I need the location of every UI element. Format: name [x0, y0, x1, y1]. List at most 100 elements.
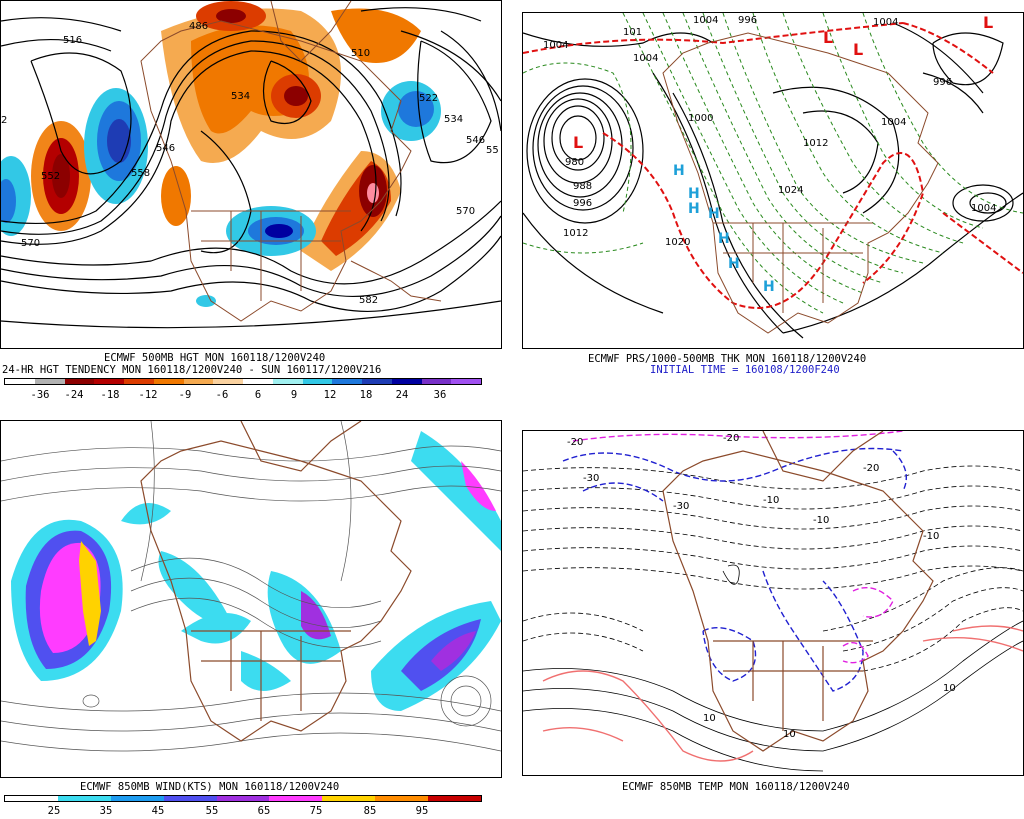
svg-text:980: 980 — [565, 157, 584, 168]
svg-text:570: 570 — [456, 206, 475, 217]
svg-text:1004: 1004 — [873, 17, 898, 28]
contour-labels: 516 510 486 534 522 534 546 55 552 546 5… — [1, 21, 499, 306]
pwind-caption-1: ECMWF 850MB WIND(KTS) MON 160118/1200V24… — [80, 781, 340, 793]
pwind-colorbar — [4, 795, 482, 802]
ptemp-caption-1: ECMWF 850MB TEMP MON 160118/1200V240 — [622, 781, 850, 793]
tick: 75 — [309, 805, 323, 817]
svg-text:1004: 1004 — [971, 203, 996, 214]
svg-text:1004: 1004 — [633, 53, 658, 64]
pressure-labels: 1004 996 1004 101 1004 1004 996 1004 100… — [543, 15, 996, 248]
svg-text:-10: -10 — [813, 515, 829, 526]
p500-caption-2: 24-HR HGT TENDENCY MON 160118/1200V240 -… — [2, 364, 382, 376]
svg-text:L: L — [573, 133, 583, 152]
svg-text:-20: -20 — [723, 433, 739, 444]
tick: 35 — [99, 805, 113, 817]
svg-text:522: 522 — [419, 93, 438, 104]
map-500mb-height[interactable]: 516 510 486 534 522 534 546 55 552 546 5… — [0, 0, 502, 349]
tick: 25 — [47, 805, 61, 817]
tick: 45 — [151, 805, 165, 817]
pprs-caption-1: ECMWF PRS/1000-500MB THK MON 160118/1200… — [588, 353, 867, 365]
height-tendency-fills — [1, 1, 441, 307]
svg-text:H: H — [728, 256, 740, 272]
svg-text:1024: 1024 — [778, 185, 803, 196]
svg-text:L: L — [853, 40, 863, 59]
svg-text:-10: -10 — [923, 531, 939, 542]
panel-pressure-thickness: 1004 996 1004 101 1004 1004 996 1004 100… — [522, 0, 1024, 409]
panel-850mb-wind: ECMWF 850MB WIND(KTS) MON 160118/1200V24… — [0, 420, 512, 819]
svg-text:1004: 1004 — [881, 117, 906, 128]
tick: 9 — [290, 389, 298, 401]
tick: 18 — [359, 389, 373, 401]
svg-text:558: 558 — [131, 168, 150, 179]
streamlines — [1, 421, 501, 752]
tick: -24 — [64, 389, 84, 401]
svg-text:55: 55 — [486, 145, 499, 156]
svg-text:996: 996 — [738, 15, 757, 26]
svg-text:-20: -20 — [567, 437, 583, 448]
coastlines — [140, 1, 442, 322]
panel-500mb-height: 516 510 486 534 522 534 546 55 552 546 5… — [0, 0, 512, 409]
svg-text:510: 510 — [351, 48, 370, 59]
svg-text:L: L — [823, 28, 833, 47]
tick: -6 — [215, 389, 229, 401]
freezing-contour — [562, 447, 907, 692]
low-markers: L L L L — [573, 13, 993, 152]
svg-text:516: 516 — [63, 35, 82, 46]
svg-text:H: H — [718, 231, 730, 247]
svg-text:534: 534 — [444, 114, 463, 125]
svg-text:570: 570 — [21, 238, 40, 249]
temp-labels: -20 -30 -30 -20 -10 -10 -20 -10 10 10 10 — [567, 433, 956, 740]
svg-text:996: 996 — [933, 77, 952, 88]
map-pressure-thickness[interactable]: 1004 996 1004 101 1004 1004 996 1004 100… — [522, 12, 1024, 349]
svg-text:L: L — [983, 13, 993, 32]
height-contours — [1, 7, 501, 329]
wind-speed-fills — [11, 431, 501, 711]
warm-contour — [542, 625, 1023, 762]
svg-text:1012: 1012 — [563, 228, 588, 239]
svg-text:486: 486 — [189, 21, 208, 32]
svg-text:2: 2 — [1, 115, 7, 126]
svg-text:H: H — [688, 186, 700, 202]
tick: 95 — [415, 805, 429, 817]
svg-text:10: 10 — [943, 683, 956, 694]
panel-850mb-temp: -20 -30 -30 -20 -10 -10 -20 -10 10 10 10… — [522, 430, 1024, 819]
tick: 6 — [254, 389, 262, 401]
coastlines — [662, 32, 939, 334]
svg-text:-10: -10 — [763, 495, 779, 506]
tick: -18 — [100, 389, 120, 401]
freezing-line — [523, 22, 1023, 309]
coastlines — [140, 421, 412, 742]
tick: 65 — [257, 805, 271, 817]
svg-text:546: 546 — [466, 135, 485, 146]
tick: -9 — [178, 389, 192, 401]
p500-colorbar — [4, 378, 482, 385]
temp-contours-warm — [523, 564, 1023, 772]
temp-contours-cold — [523, 465, 1023, 672]
coastlines — [662, 431, 934, 752]
svg-text:H: H — [763, 279, 775, 295]
tick: -12 — [138, 389, 158, 401]
map-850mb-wind[interactable] — [0, 420, 502, 778]
tick: 36 — [433, 389, 447, 401]
cold-extreme-contour — [572, 431, 904, 664]
svg-text:552: 552 — [41, 171, 60, 182]
svg-text:1004: 1004 — [543, 40, 568, 51]
svg-text:1000: 1000 — [688, 113, 713, 124]
svg-text:1012: 1012 — [803, 138, 828, 149]
svg-text:1020: 1020 — [665, 237, 690, 248]
svg-text:10: 10 — [783, 729, 796, 740]
tick: 85 — [363, 805, 377, 817]
svg-text:H: H — [673, 163, 685, 179]
tick: -36 — [30, 389, 50, 401]
svg-text:988: 988 — [573, 181, 592, 192]
svg-text:-30: -30 — [583, 473, 599, 484]
tick: 55 — [205, 805, 219, 817]
isobars — [523, 22, 1023, 339]
high-markers: H H H H H H H — [673, 163, 775, 295]
svg-text:996: 996 — [573, 198, 592, 209]
svg-text:101: 101 — [623, 27, 642, 38]
svg-text:-20: -20 — [863, 463, 879, 474]
map-850mb-temp[interactable]: -20 -30 -30 -20 -10 -10 -20 -10 10 10 10 — [522, 430, 1024, 776]
svg-text:582: 582 — [359, 295, 378, 306]
pprs-caption-2: INITIAL TIME = 160108/1200F240 — [650, 364, 840, 376]
